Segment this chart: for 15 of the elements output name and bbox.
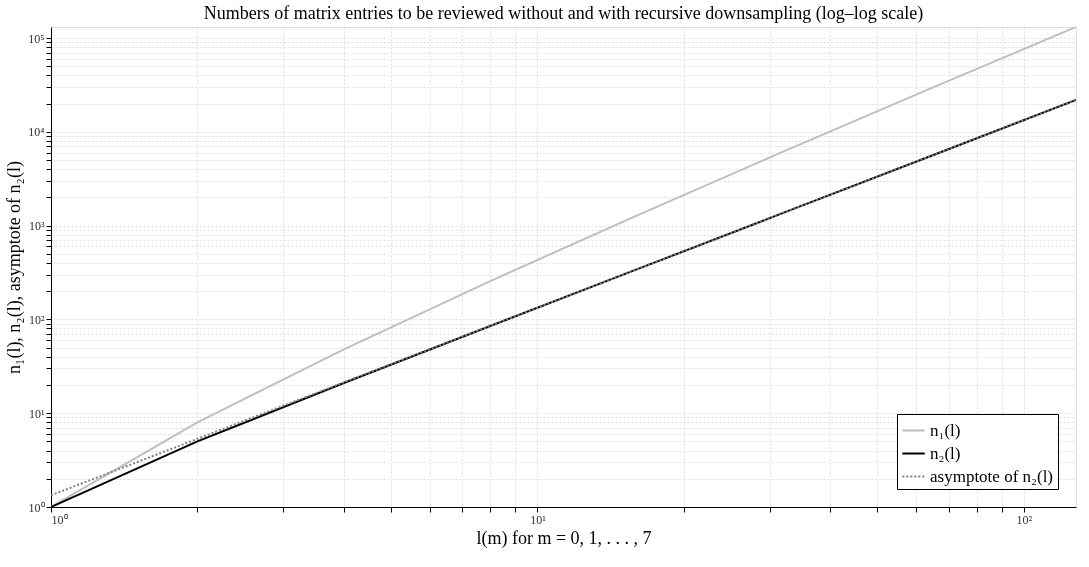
y-axis-title: n₁(l), n₂(l), asymptote of n₂(l) <box>4 161 26 374</box>
x-axis-title: l(m) for m = 0, 1, . . . , 7 <box>476 527 652 549</box>
legend-label: n₁(l) <box>930 420 961 440</box>
y-tick-label: 10³ <box>28 219 45 234</box>
y-tick-label: 10² <box>28 312 45 327</box>
y-tick-label: 10¹ <box>28 406 45 421</box>
legend-label: asymptote of n₂(l) <box>930 466 1054 486</box>
x-tick-label: 10² <box>1016 512 1033 527</box>
y-tick-label: 10⁰ <box>28 500 45 515</box>
x-tick-label: 10⁰ <box>51 512 68 527</box>
y-tick-label: 10⁵ <box>28 31 45 46</box>
legend-label: n₂(l) <box>930 443 961 463</box>
x-tick-label: 10¹ <box>530 512 547 527</box>
y-tick-label: 10⁴ <box>28 125 45 140</box>
chart-title: Numbers of matrix entries to be reviewed without and with recursive downsampling (log–log scale) <box>203 3 924 24</box>
